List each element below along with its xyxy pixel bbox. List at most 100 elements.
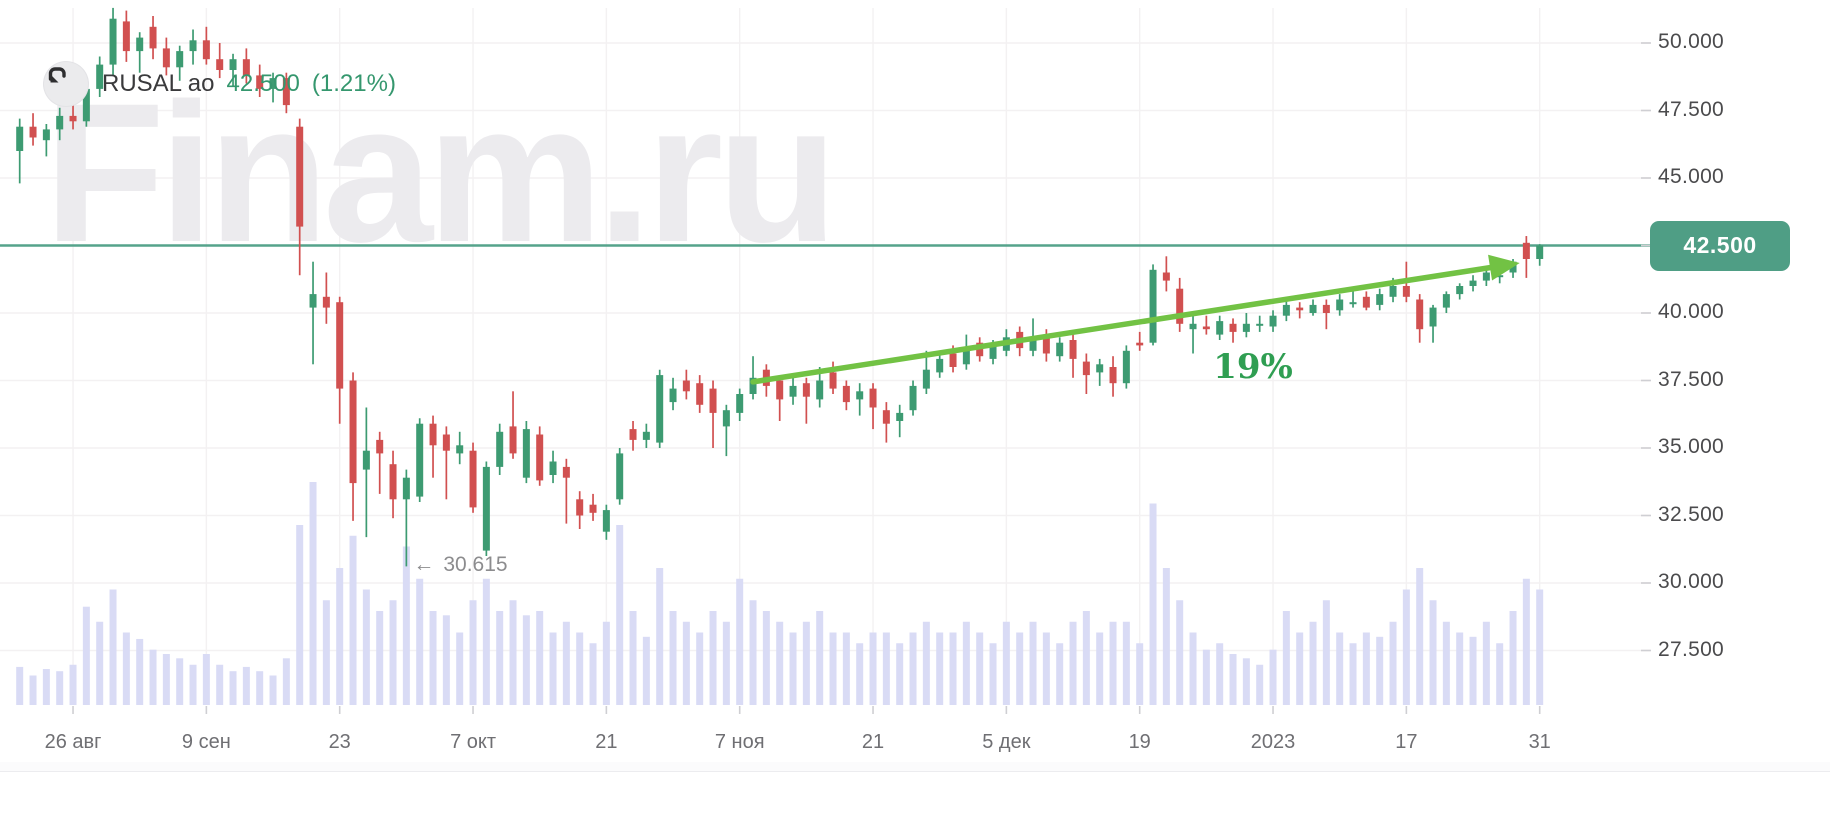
candle-body <box>616 453 624 500</box>
watermark: Finam.ru <box>44 62 838 283</box>
volume-bar <box>1456 632 1464 705</box>
candle-body <box>482 466 490 551</box>
volume-bar <box>789 632 797 705</box>
candle-body <box>709 388 717 413</box>
volume-bar <box>1082 611 1090 705</box>
time-axis-label: 5 дек <box>982 731 1031 753</box>
volume-bar <box>642 636 650 705</box>
volume-bar <box>602 621 610 705</box>
candle-body <box>389 464 397 500</box>
volume-bar <box>322 600 330 705</box>
candle-body <box>1336 299 1344 311</box>
candle-body <box>549 461 557 475</box>
candle-body <box>376 439 384 454</box>
candle-body <box>122 21 130 52</box>
volume-bar <box>1269 649 1277 705</box>
volume-bar <box>1469 636 1477 705</box>
volume-bar <box>1069 621 1077 705</box>
candle-body <box>242 59 250 76</box>
volume-bar <box>709 611 717 705</box>
candle-body <box>1376 294 1384 305</box>
candle-body <box>1229 323 1237 332</box>
candle-body <box>1469 280 1477 286</box>
candle-body <box>1536 245 1544 259</box>
candle-body <box>1069 340 1077 359</box>
price-change-percent: (1.21%) <box>311 70 396 97</box>
volume-bar <box>216 664 224 705</box>
volume-bar <box>736 578 744 705</box>
volume-bar <box>456 632 464 705</box>
candle-body <box>789 385 797 397</box>
volume-bar <box>909 632 917 705</box>
volume-bar <box>1322 600 1330 705</box>
volume-bar <box>269 675 277 705</box>
volume-bar <box>96 621 104 705</box>
volume-bar <box>576 632 584 705</box>
low-price-value: 30.615 <box>443 553 508 577</box>
candle-body <box>562 466 570 478</box>
candle-body <box>722 410 730 427</box>
volume-bar <box>56 671 64 705</box>
candle-body <box>176 51 184 68</box>
candle-body <box>469 450 477 508</box>
volume-bar <box>962 621 970 705</box>
candle-body <box>189 40 197 52</box>
candle-body <box>509 426 517 454</box>
volume-bar <box>1282 611 1290 705</box>
candle-body <box>149 26 157 49</box>
volume-bar <box>482 578 490 705</box>
candle-body <box>882 410 890 424</box>
volume-bar <box>549 632 557 705</box>
price-axis-label: 40.000 <box>1658 300 1725 323</box>
candle-body <box>42 129 50 141</box>
volume-bar <box>949 632 957 705</box>
volume-bar <box>136 638 144 705</box>
candle-body <box>1042 334 1050 354</box>
volume-bar <box>402 546 410 705</box>
price-axis-label: 27.500 <box>1658 637 1725 661</box>
volume-bar <box>176 658 184 705</box>
volume-bar <box>1416 568 1424 705</box>
candle-body <box>1096 364 1104 373</box>
rusal-logo-icon[interactable] <box>44 62 88 106</box>
candle-body <box>536 434 544 481</box>
volume-bar <box>1376 636 1384 705</box>
volume-bar <box>1296 632 1304 705</box>
bottom-strip <box>0 762 1830 772</box>
candle-body <box>669 388 677 403</box>
price-axis-label: 32.500 <box>1658 502 1725 526</box>
candle-body <box>1149 269 1157 343</box>
candle-body <box>216 59 224 70</box>
price-axis-label: 45.000 <box>1658 165 1725 188</box>
candle-body <box>1282 304 1290 316</box>
price-axis-label: 37.500 <box>1658 367 1725 391</box>
volume-bar <box>1229 654 1237 705</box>
candle-body <box>269 78 277 89</box>
volume-bar <box>856 643 864 705</box>
price-axis-label: 30.000 <box>1658 570 1725 593</box>
volume-bar <box>429 611 437 705</box>
volume-bar <box>189 664 197 705</box>
volume-bar <box>816 611 824 705</box>
volume-bar <box>389 600 397 705</box>
volume-bar <box>762 611 770 705</box>
candle-body <box>642 431 650 440</box>
volume-bar <box>522 615 530 705</box>
candle-body <box>589 504 597 513</box>
volume-bar <box>1536 589 1544 705</box>
candle-body <box>416 423 424 497</box>
volume-bar <box>896 643 904 705</box>
candle-body <box>682 380 690 392</box>
time-axis-label: 9 сен <box>181 731 231 753</box>
candle-body <box>282 78 290 106</box>
volume-bar <box>509 600 517 705</box>
bottom-divider <box>0 771 1830 772</box>
time-axis-label: 7 окт <box>450 731 496 753</box>
candle-body <box>1309 304 1317 313</box>
candle-body <box>69 115 77 122</box>
volume-bar <box>682 621 690 705</box>
candle-body <box>456 445 464 454</box>
candle-body <box>1482 272 1490 281</box>
candle-body <box>1109 367 1117 384</box>
